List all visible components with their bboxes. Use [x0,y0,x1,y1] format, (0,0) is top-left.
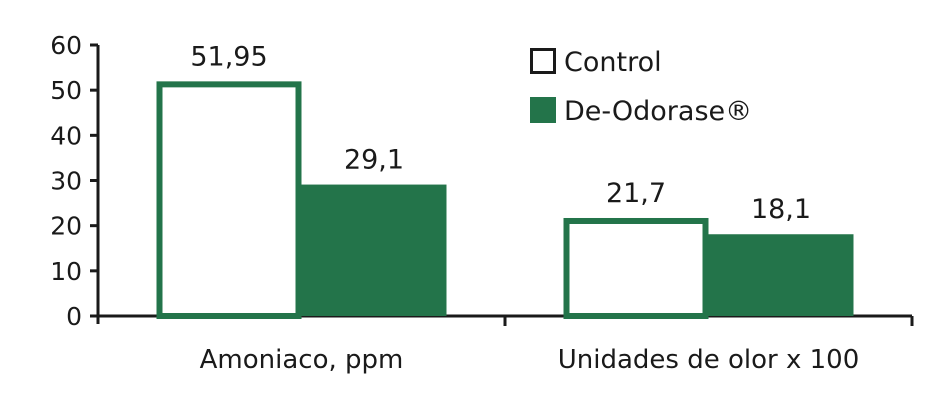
data-label-de-odorase-0: 29,1 [344,145,404,176]
y-tick-label: 20 [50,212,82,241]
category-label-0: Amoniaco, ppm [200,345,404,375]
y-tick-label: 0 [66,302,82,331]
legend: Control De-Odorase® [530,47,752,127]
bar-de-odorase-1 [708,234,854,316]
y-tick-label: 50 [50,76,82,105]
bars [156,81,854,320]
y-tick-label: 40 [50,121,82,150]
bar-control-1 [563,217,709,319]
bar-control-0 [156,81,302,320]
legend-swatch-control [530,48,556,74]
category-label-1: Unidades de olor x 100 [558,345,860,375]
category-labels: Amoniaco, ppm Unidades de olor x 100 [200,345,860,375]
y-tick-label: 60 [50,31,82,60]
legend-label-control: Control [564,47,662,78]
y-ticks: 0 10 20 30 40 50 60 [50,31,98,331]
y-tick-label: 30 [50,167,82,196]
x-ticks [503,316,914,326]
legend-swatch-de-odorase [530,97,556,123]
bar-de-odorase-0 [301,184,447,316]
y-tick-label: 10 [50,257,82,286]
data-label-control-0: 51,95 [190,41,267,72]
legend-label-de-odorase: De-Odorase® [564,96,752,127]
data-labels: 51,95 29,1 21,7 18,1 [190,41,811,225]
data-label-de-odorase-1: 18,1 [751,194,811,225]
data-label-control-1: 21,7 [606,178,666,209]
